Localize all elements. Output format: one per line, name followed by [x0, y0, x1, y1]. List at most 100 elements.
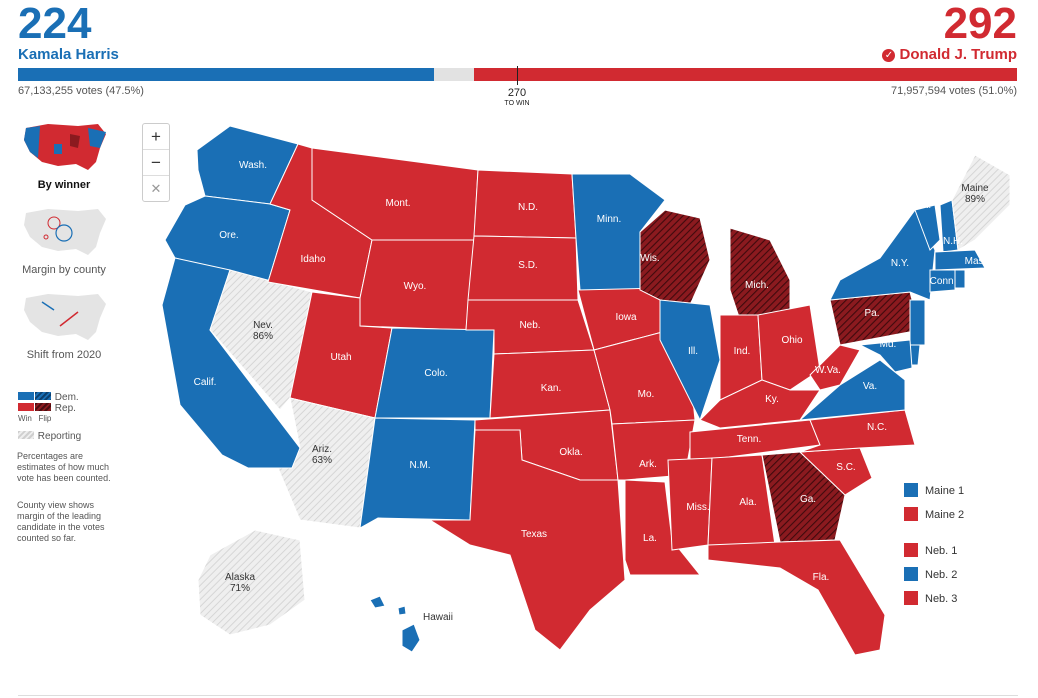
state-hawaii[interactable]	[369, 595, 421, 653]
state-label-wash: Wash.	[239, 160, 267, 171]
state-label-tenn: Tenn.	[737, 434, 761, 445]
trump-name-row: ✓ Donald J. Trump	[882, 46, 1017, 63]
state-label-alaska: Alaska	[225, 572, 255, 583]
state-label-ill: Ill.	[688, 346, 698, 357]
bottom-divider	[18, 695, 1018, 696]
state-label-miss: Miss.	[686, 502, 709, 513]
state-label-mich: Mich.	[745, 280, 769, 291]
state-label-calif: Calif.	[194, 377, 217, 388]
state-wva[interactable]	[809, 344, 861, 391]
district-label: Neb. 2	[925, 569, 958, 581]
zoom-out-button[interactable]: −	[143, 150, 169, 176]
legend-rep: Rep.	[18, 403, 76, 414]
district-maine-2[interactable]: Maine 2	[904, 507, 964, 521]
to-win-number: 270	[507, 87, 527, 99]
state-label-la: La.	[643, 533, 657, 544]
district-neb-1[interactable]: Neb. 1	[904, 543, 957, 557]
zoom-in-button[interactable]: +	[143, 124, 169, 150]
legend-reporting-label: Reporting	[37, 431, 82, 442]
state-label-idaho: Idaho	[300, 254, 325, 265]
state-nj[interactable]	[909, 299, 926, 346]
state-label-nm: N.M.	[409, 460, 430, 471]
state-nm[interactable]	[359, 417, 476, 529]
state-label-kan: Kan.	[541, 383, 562, 394]
state-pct-ariz: 63%	[312, 455, 332, 466]
state-pct-nev: 86%	[253, 331, 273, 342]
state-label-mo: Mo.	[638, 389, 655, 400]
district-swatch	[904, 507, 918, 521]
state-label-maine: Maine	[961, 183, 989, 194]
state-label-nev: Nev.	[253, 320, 273, 331]
state-fla[interactable]	[707, 539, 886, 656]
state-ny[interactable]	[829, 209, 936, 301]
state-texas[interactable]	[428, 429, 626, 651]
state-pct-alaska: 71%	[230, 583, 250, 594]
state-md[interactable]	[858, 339, 913, 373]
state-label-del: Del.	[924, 347, 942, 358]
state-mass[interactable]	[934, 249, 986, 271]
district-neb-3[interactable]: Neb. 3	[904, 591, 957, 605]
state-label-nj: N.J.	[932, 318, 950, 329]
state-vt[interactable]	[914, 204, 941, 251]
state-ga[interactable]	[761, 451, 846, 543]
state-label-vt: Vt.	[919, 200, 931, 211]
district-swatch	[904, 567, 918, 581]
state-label-wyo: Wyo.	[404, 281, 427, 292]
legend-rep-label: Rep.	[54, 403, 76, 414]
state-label-mont: Mont.	[385, 198, 410, 209]
state-alaska[interactable]	[197, 529, 306, 636]
state-label-pa: Pa.	[864, 308, 879, 319]
state-label-ohio: Ohio	[781, 335, 803, 346]
view-shift-from-2020[interactable]: Shift from 2020	[14, 288, 114, 361]
state-ri[interactable]	[954, 269, 966, 289]
legend-note-percent: Percentages are estimates of how much vo…	[17, 451, 111, 483]
harris-electoral-votes: 224	[18, 0, 92, 48]
legend-dem: Dem.	[18, 392, 79, 403]
state-wis[interactable]	[639, 209, 711, 306]
state-label-ga: Ga.	[800, 494, 816, 505]
state-label-ark: Ark.	[639, 459, 657, 470]
state-maine[interactable]	[951, 154, 1011, 251]
state-label-ky: Ky.	[765, 394, 779, 405]
state-label-wis: Wis.	[640, 253, 659, 264]
mini-map-winner-icon	[24, 124, 106, 170]
state-va[interactable]	[798, 359, 906, 421]
state-label-ariz: Ariz.	[312, 444, 332, 455]
mini-map-shift-icon	[24, 294, 106, 340]
state-label-ny: N.Y.	[891, 258, 909, 269]
harris-name: Kamala Harris	[18, 46, 119, 63]
state-ky[interactable]	[699, 379, 821, 429]
district-neb-2[interactable]: Neb. 2	[904, 567, 957, 581]
dem-bar-segment	[18, 68, 434, 81]
state-label-iowa: Iowa	[615, 312, 637, 323]
mini-map-margin-icon	[24, 209, 106, 255]
state-label-wva: W.Va.	[815, 365, 841, 376]
district-swatch	[904, 543, 918, 557]
state-label-ri: R.I.	[962, 287, 978, 298]
state-ohio[interactable]	[757, 304, 821, 391]
state-label-minn: Minn.	[597, 214, 621, 225]
legend-note-county: County view shows margin of the leading …	[17, 500, 105, 543]
view-by-winner-label: By winner	[37, 179, 91, 191]
district-label: Neb. 1	[925, 545, 958, 557]
view-margin-by-county[interactable]: Margin by county	[14, 203, 114, 276]
reset-zoom-button[interactable]: ✕	[150, 181, 162, 196]
state-label-hawaii: Hawaii	[423, 612, 453, 623]
to-win-marker	[517, 66, 518, 85]
state-nev[interactable]	[209, 269, 313, 411]
state-label-okla: Okla.	[559, 447, 582, 458]
legend-reporting: Reporting	[18, 431, 81, 442]
state-conn[interactable]	[929, 269, 956, 293]
state-label-fla: Fla.	[813, 572, 830, 583]
state-label-nd: N.D.	[518, 202, 538, 213]
view-margin-label: Margin by county	[22, 264, 106, 276]
state-label-va: Va.	[863, 381, 877, 392]
state-la[interactable]	[624, 479, 702, 576]
district-maine-1[interactable]: Maine 1	[904, 483, 964, 497]
trump-popular-vote: 71,957,594 votes (51.0%)	[891, 85, 1017, 97]
trump-name: Donald J. Trump	[899, 46, 1017, 63]
state-label-sd: S.D.	[518, 260, 537, 271]
view-by-winner[interactable]: By winner	[14, 118, 114, 191]
state-mich[interactable]	[729, 227, 791, 321]
